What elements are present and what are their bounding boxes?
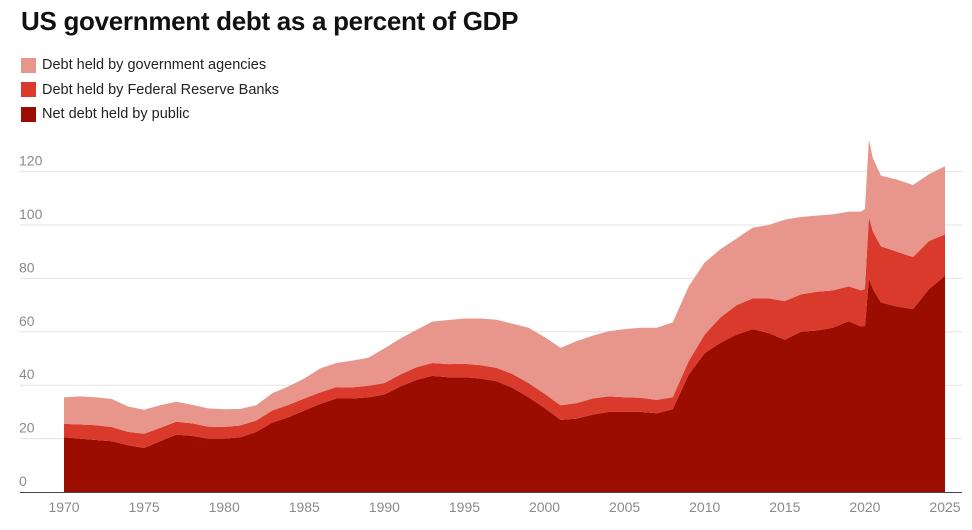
y-tick-label-80: 80 [19,259,35,275]
y-tick-label-0: 0 [19,473,27,489]
series-area-1 [64,216,945,448]
y-tick-label-20: 20 [19,420,35,436]
x-tick-label-2015: 2015 [769,499,800,515]
chart-title: US government debt as a percent of GDP [21,6,519,36]
x-tick-label-2025: 2025 [929,499,960,515]
x-tick-label-2005: 2005 [609,499,640,515]
y-tick-label-100: 100 [19,206,43,222]
legend-label-public: Net debt held by public [42,106,190,123]
x-tick-label-1980: 1980 [209,499,240,515]
x-tick-label-2020: 2020 [849,499,880,515]
area-layer [64,139,945,492]
legend-swatch-federal-reserve [21,82,36,98]
x-tick-label-2010: 2010 [689,499,720,515]
legend-swatch-agencies [21,57,36,73]
x-tick-label-1995: 1995 [449,499,480,515]
x-tick-label-1975: 1975 [129,499,160,515]
legend-label-agencies: Debt held by government agencies [42,57,267,74]
y-tick-label-60: 60 [19,313,35,329]
x-tick-label-1985: 1985 [289,499,320,515]
x-tick-label-2000: 2000 [529,499,560,515]
x-tick-label-1970: 1970 [48,499,79,515]
legend-label-federal-reserve: Debt held by Federal Reserve Banks [42,81,279,98]
legend-item-agencies: Debt held by government agencies [21,53,279,78]
y-tick-label-120: 120 [19,153,43,169]
y-tick-label-40: 40 [19,366,35,382]
axis-layer: 0 20 40 60 80 100 120 1970 1975 1980 1985 1990 1995 2… [19,153,962,515]
x-tick-label-1990: 1990 [369,499,400,515]
series-area-0 [64,275,945,492]
legend-item-federal-reserve: Debt held by Federal Reserve Banks [21,78,279,103]
chart-legend: Debt held by government agencies Debt he… [21,53,279,127]
series-area-2 [64,139,945,434]
legend-item-public: Net debt held by public [21,102,279,127]
legend-swatch-public [21,106,36,122]
